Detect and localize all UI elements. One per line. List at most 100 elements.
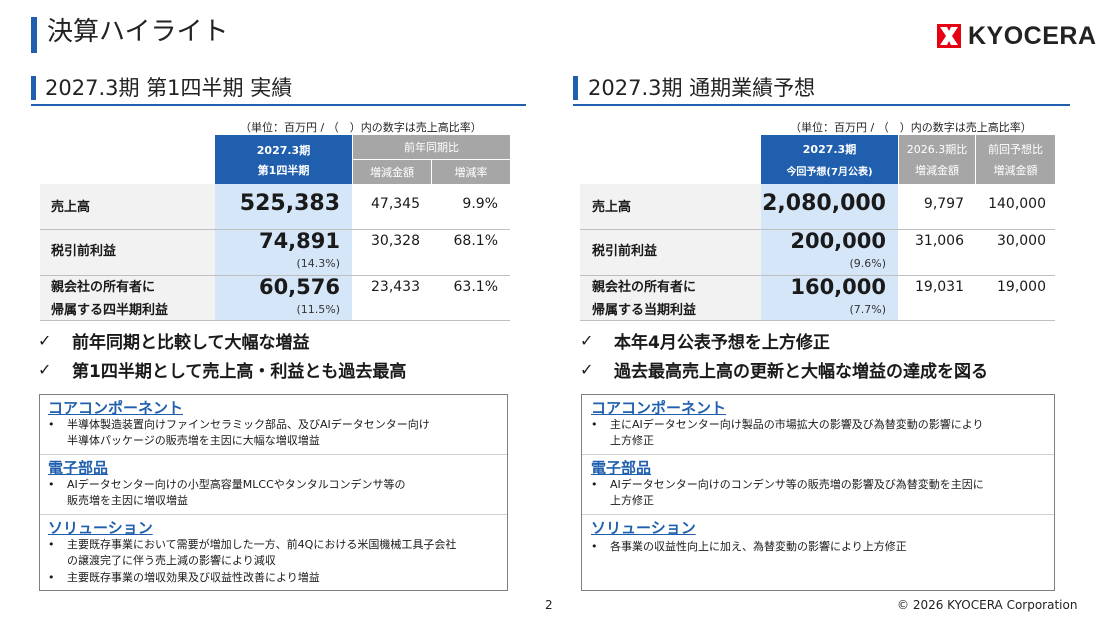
right-segment-divider — [582, 454, 1054, 455]
left-row-netincome-value: 60,576 — [258, 275, 340, 299]
right-header-col1-line2: 増減金額 — [915, 164, 959, 177]
left-segment-bullet: • 主要既存事業の増収効果及び収益性改善により増益 — [48, 571, 320, 584]
left-row-sales-label: 売上高 — [51, 200, 91, 215]
bullet-dot-icon: • — [48, 418, 55, 431]
left-check-text: 第1四半期として売上高・利益とも過去最高 — [72, 362, 407, 382]
kyocera-logo-mark-icon — [937, 24, 961, 48]
right-row-netincome-diff-prev-year: 19,031 — [915, 279, 964, 295]
left-check-item: ✓ 第1四半期として売上高・利益とも過去最高 — [38, 357, 406, 382]
right-segment-title-electronic-components: 電子部品 — [591, 459, 652, 477]
checkmark-icon: ✓ — [38, 360, 52, 379]
left-row-netincome-label-line2: 帰属する四半期利益 — [51, 303, 169, 318]
title-accent-bar — [31, 17, 37, 53]
right-value-column-bg — [761, 184, 898, 321]
right-check-text: 本年4月公表予想を上方修正 — [614, 333, 830, 353]
left-header-col1: 増減金額 — [353, 160, 431, 184]
left-row-netincome-label-line1: 親会社の所有者に — [51, 280, 156, 295]
right-segment-box — [581, 394, 1055, 591]
kyocera-logo: KYOCERA — [937, 20, 1097, 52]
left-header-quarter-label: 第1四半期 — [257, 163, 310, 177]
right-row-netincome-diff-prev-forecast: 19,000 — [997, 279, 1046, 295]
right-row-sales-diff-prev-forecast: 140,000 — [988, 196, 1046, 212]
left-section-underline — [31, 104, 526, 106]
left-row-netincome-rate: 63.1% — [453, 279, 498, 295]
right-segment-title-solutions: ソリューション — [591, 519, 696, 537]
checkmark-icon: ✓ — [580, 360, 594, 379]
left-segment-title-core-components: コアコンポーネント — [48, 399, 184, 417]
logo-text: KYOCERA — [968, 21, 1097, 50]
right-row-divider — [580, 320, 1055, 321]
left-row-pretax-value: 74,891 — [258, 229, 340, 253]
right-check-item: ✓ 過去最高売上高の更新と大幅な増益の達成を図る — [580, 357, 988, 382]
left-row-netincome-ratio: (11.5%) — [296, 303, 340, 316]
left-segment-divider — [40, 454, 507, 455]
left-unit-note: （単位：百万円 / （ ）内の数字は売上高比率） — [240, 121, 482, 134]
right-row-pretax-value: 200,000 — [790, 229, 886, 253]
right-row-pretax-ratio: (9.6%) — [849, 257, 886, 270]
left-row-pretax-rate: 68.1% — [453, 233, 498, 249]
left-label-column-bg — [40, 184, 215, 321]
right-label-column-bg — [580, 184, 761, 321]
left-row-divider — [40, 320, 510, 321]
left-segment-bullet: • 半導体製造装置向けファインセラミック部品、及びAIデータセンター向け 半導体… — [48, 418, 430, 447]
copyright-notice: © 2026 KYOCERA Corporation — [897, 598, 1078, 612]
right-row-divider — [580, 275, 1055, 276]
right-header-col2-line1: 前回予想比 — [988, 143, 1043, 156]
left-row-divider — [40, 229, 510, 230]
right-row-sales-value: 2,080,000 — [762, 191, 886, 216]
bullet-dot-icon: • — [48, 538, 55, 551]
right-row-netincome-ratio: (7.7%) — [849, 303, 886, 316]
right-row-netincome-value: 160,000 — [790, 275, 886, 299]
right-header-period-label: 2027.3期 — [802, 143, 857, 156]
left-row-pretax-diff: 30,328 — [371, 233, 420, 249]
left-header-group-label: 前年同期比 — [404, 141, 459, 154]
right-segment-divider — [582, 514, 1054, 515]
checkmark-icon: ✓ — [580, 331, 594, 350]
left-segment-title-solutions: ソリューション — [48, 519, 153, 537]
left-row-pretax-ratio: (14.3%) — [296, 257, 340, 270]
left-row-pretax-label: 税引前利益 — [51, 244, 117, 259]
left-header-col2: 増減率 — [432, 160, 510, 184]
right-header-current-forecast: 2027.3期 今回予想(7月公表) — [761, 135, 898, 184]
right-header-forecast-label: 今回予想(7月公表) — [786, 167, 873, 178]
right-segment-bullet: • 各事業の収益性向上に加え、為替変動の影響により上方修正 — [591, 540, 907, 553]
right-row-sales-diff-prev-year: 9,797 — [923, 196, 964, 212]
left-header-col1-label: 増減金額 — [370, 166, 414, 179]
right-segment-bullet: • AIデータセンター向けのコンデンサ等の販売増の影響及び為替変動を主因に 上方… — [591, 478, 984, 507]
left-segment-bullet: • AIデータセンター向けの小型高容量MLCCやタンタルコンデンサ等の 販売増を… — [48, 478, 406, 507]
page-number: 2 — [545, 598, 553, 612]
left-row-divider — [40, 275, 510, 276]
bullet-dot-icon: • — [48, 478, 55, 491]
right-row-netincome-label-line1: 親会社の所有者に — [592, 280, 697, 295]
left-section-title: 2027.3期 第1四半期 実績 — [45, 76, 293, 100]
bullet-dot-icon: • — [591, 540, 598, 553]
right-row-pretax-label: 税引前利益 — [592, 244, 658, 259]
left-check-item: ✓ 前年同期と比較して大幅な増益 — [38, 328, 310, 353]
right-header-col2: 前回予想比 増減金額 — [976, 135, 1055, 184]
right-row-pretax-diff-prev-forecast: 30,000 — [997, 233, 1046, 249]
checkmark-icon: ✓ — [38, 331, 52, 350]
right-section-title: 2027.3期 通期業績予想 — [588, 76, 816, 100]
right-header-col1-line1: 2026.3期比 — [906, 143, 968, 156]
right-check-item: ✓ 本年4月公表予想を上方修正 — [580, 328, 830, 353]
left-segment-title-electronic-components: 電子部品 — [48, 459, 109, 477]
left-row-netincome-diff: 23,433 — [371, 279, 420, 295]
left-header-col2-label: 増減率 — [454, 166, 488, 179]
right-unit-note: （単位：百万円 / （ ）内の数字は売上高比率） — [790, 121, 1032, 134]
right-section-underline — [573, 104, 1070, 106]
right-row-divider — [580, 229, 1055, 230]
right-segment-bullet: • 主にAIデータセンター向け製品の市場拡大の影響及び為替変動の影響により 上方… — [591, 418, 984, 447]
left-segment-box — [39, 394, 508, 591]
right-section-accent-bar — [573, 76, 578, 100]
left-check-text: 前年同期と比較して大幅な増益 — [72, 333, 310, 353]
right-row-sales-label: 売上高 — [592, 200, 632, 215]
left-segment-divider — [40, 514, 507, 515]
left-row-sales-diff: 47,345 — [371, 196, 420, 212]
right-header-col1: 2026.3期比 増減金額 — [899, 135, 975, 184]
left-segment-bullet: • 主要既存事業において需要が増加した一方、前4Qにおける米国機械工具子会社 の… — [48, 538, 457, 567]
right-header-col2-line2: 増減金額 — [993, 164, 1038, 177]
right-segment-title-core-components: コアコンポーネント — [591, 399, 727, 417]
bullet-dot-icon: • — [591, 478, 598, 491]
left-section-accent-bar — [31, 76, 36, 100]
right-check-text: 過去最高売上高の更新と大幅な増益の達成を図る — [614, 362, 988, 382]
